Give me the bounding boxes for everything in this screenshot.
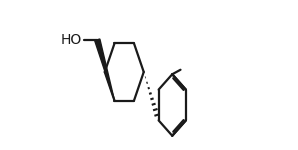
Polygon shape bbox=[95, 39, 114, 101]
Text: HO: HO bbox=[61, 33, 82, 47]
